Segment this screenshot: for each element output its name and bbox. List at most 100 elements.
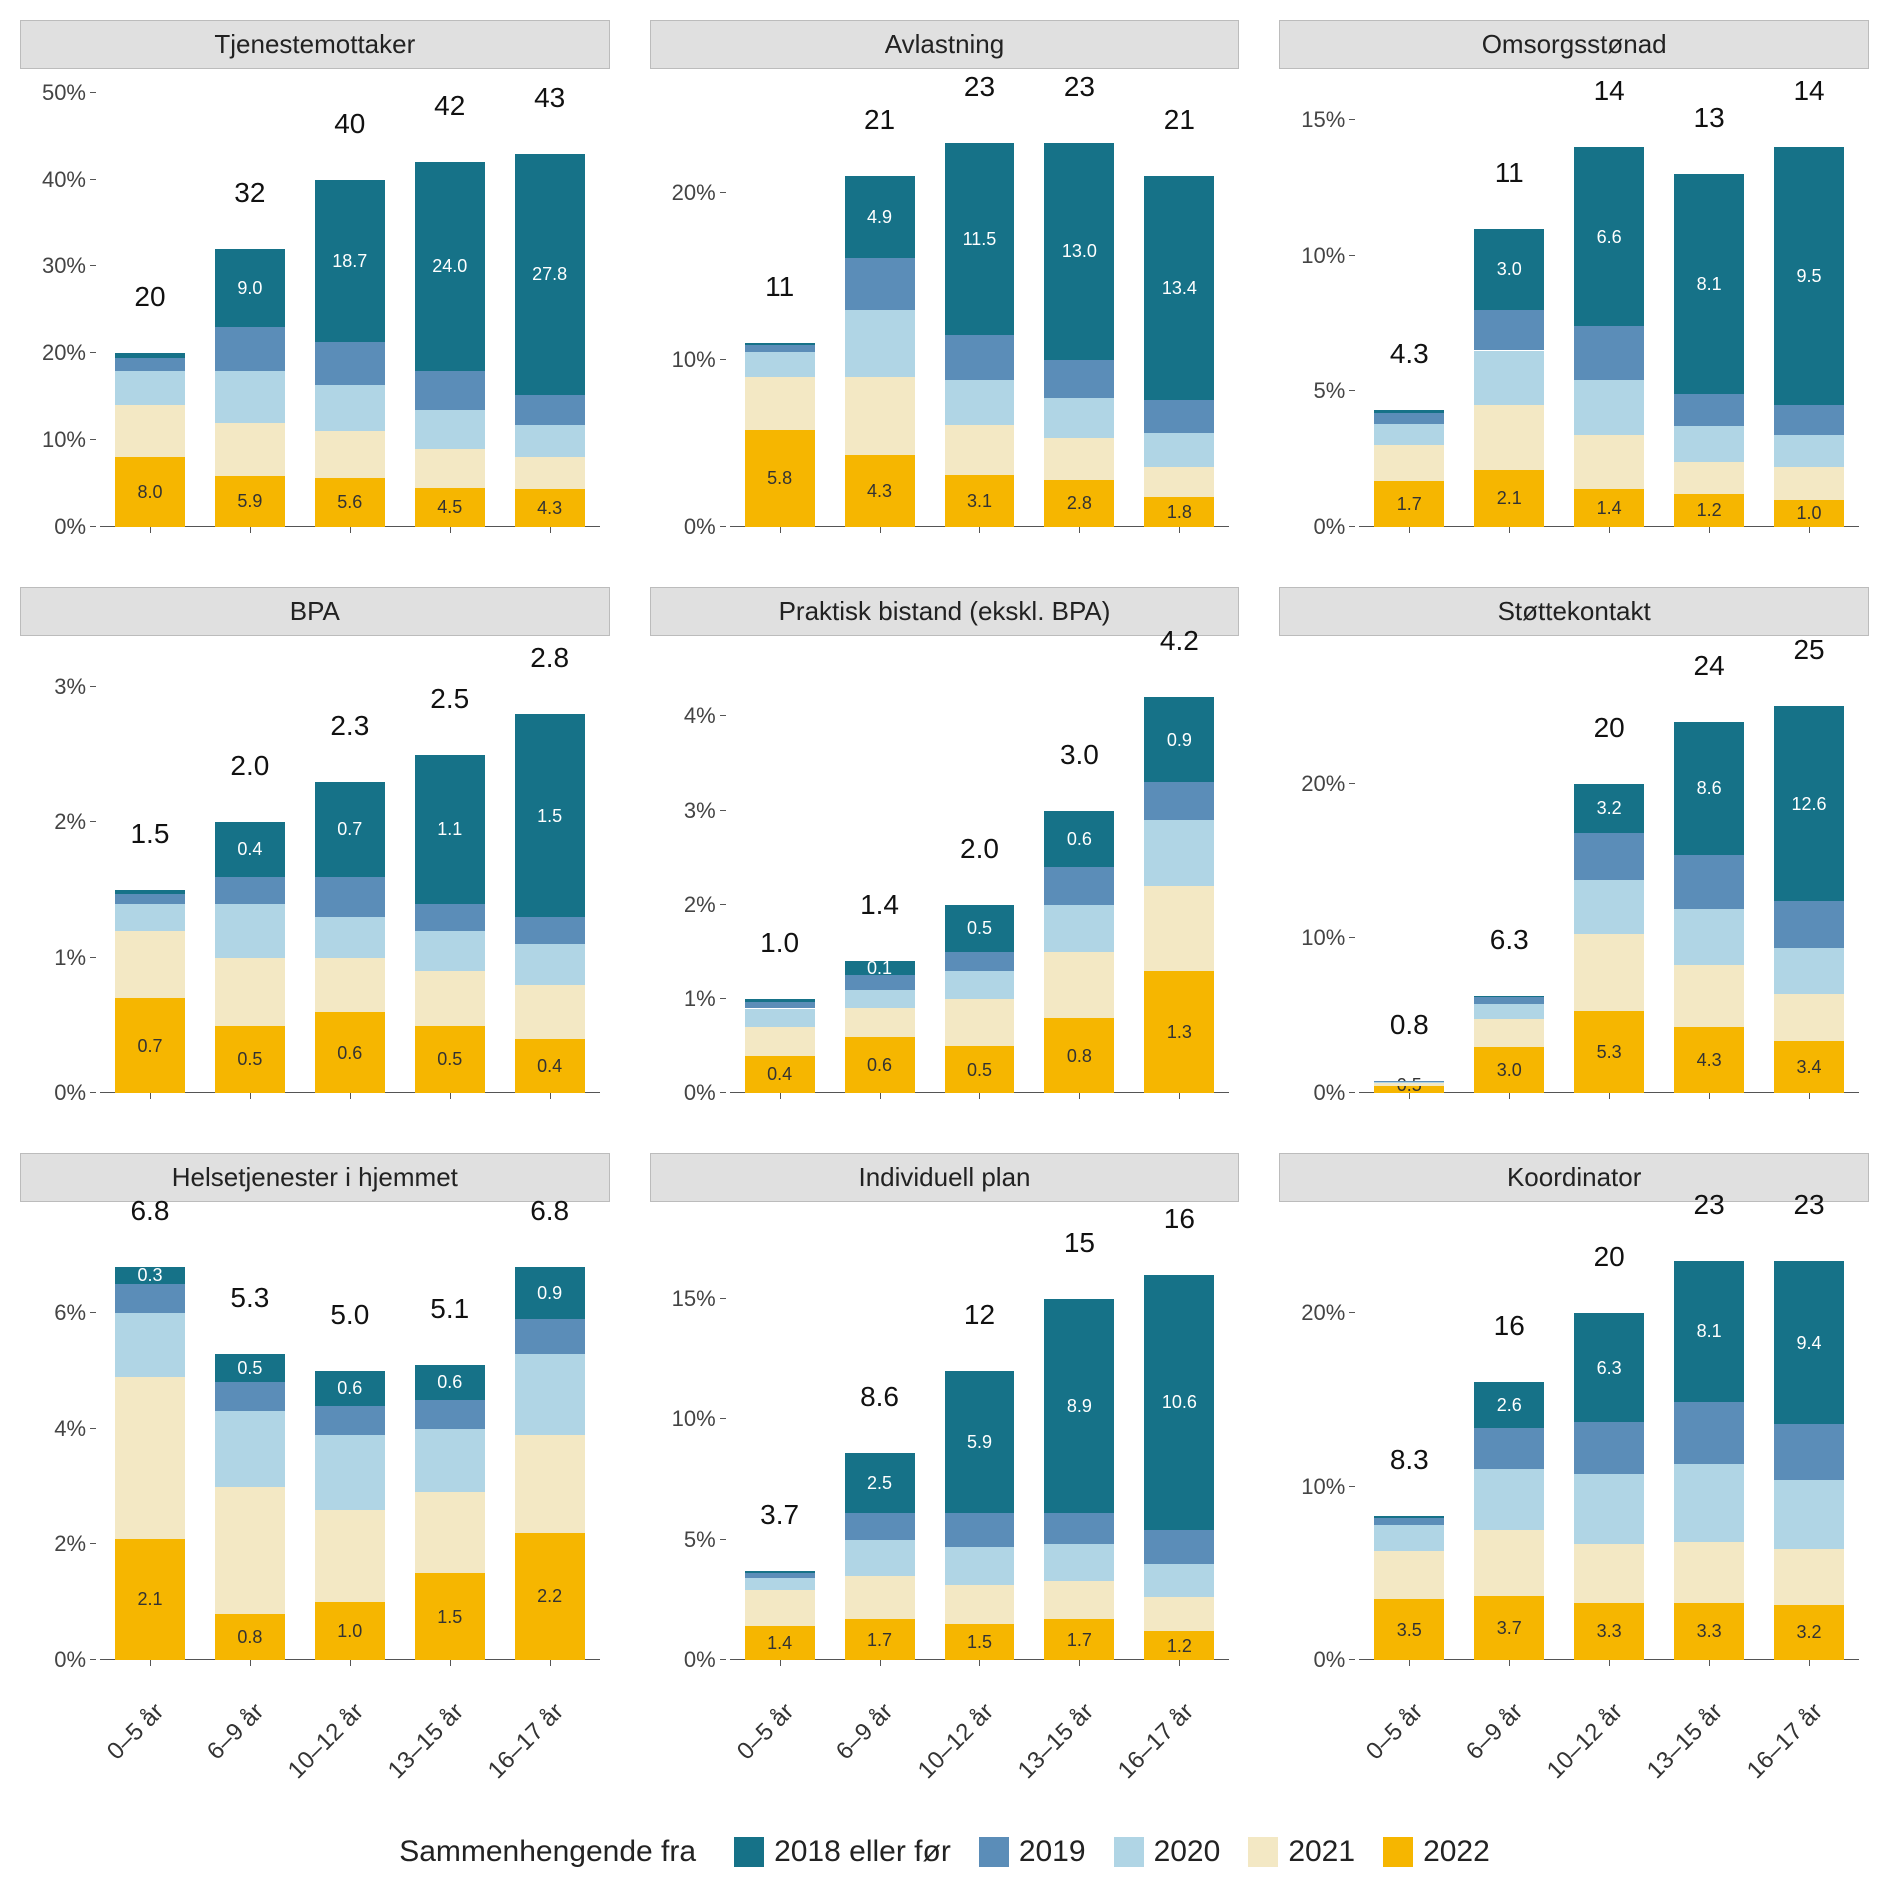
bar-segment bbox=[415, 1429, 485, 1493]
bar-segment bbox=[845, 1037, 915, 1094]
panel: Koordinator0%10%20%3.58.33.72.6163.36.32… bbox=[1279, 1153, 1869, 1700]
x-tick-mark bbox=[150, 527, 151, 533]
bar-segment bbox=[315, 917, 385, 958]
bar-segment bbox=[1474, 1530, 1544, 1596]
bar-segment bbox=[1474, 1004, 1544, 1019]
bar-segment bbox=[515, 1354, 585, 1435]
bar-segment bbox=[1144, 782, 1214, 820]
x-tick-mark bbox=[250, 1660, 251, 1666]
bar-segment bbox=[1474, 229, 1544, 310]
bar-group: 0.50.42.0 bbox=[215, 660, 285, 1094]
bar-segment bbox=[1044, 1299, 1114, 1513]
bar-segment bbox=[745, 352, 815, 377]
bar-segment bbox=[215, 958, 285, 1026]
bar-segment bbox=[1474, 1428, 1544, 1470]
bar-group: 1.78.915 bbox=[1044, 1226, 1114, 1660]
bar-group: 3.06.3 bbox=[1474, 660, 1544, 1094]
bar-segment bbox=[215, 371, 285, 423]
bar-segment bbox=[115, 1284, 185, 1313]
bar-segment bbox=[1674, 1603, 1744, 1660]
bar-group: 0.80.55.3 bbox=[215, 1226, 285, 1660]
bar-segment bbox=[1774, 1424, 1844, 1480]
panel: Avlastning0%10%20%5.8114.34.9213.111.523… bbox=[650, 20, 1240, 567]
bar-segment bbox=[1574, 147, 1644, 326]
bars-viewport: 0.71.50.50.42.00.60.72.30.51.12.50.41.52… bbox=[100, 660, 600, 1094]
x-tick-mark bbox=[350, 1660, 351, 1666]
legend-item: 2022 bbox=[1383, 1835, 1490, 1869]
y-axis: 0%10%20%30%40%50% bbox=[20, 93, 100, 527]
y-tick-label: 4% bbox=[54, 1416, 86, 1442]
legend-swatch bbox=[1383, 1837, 1413, 1867]
y-tick-label: 10% bbox=[1301, 1474, 1345, 1500]
y-tick-mark bbox=[1349, 783, 1355, 784]
bar-group: 4.327.843 bbox=[515, 93, 585, 527]
y-axis: 0%2%4%6% bbox=[20, 1226, 100, 1660]
bar-segment bbox=[1574, 1011, 1644, 1093]
bar-segment bbox=[1774, 948, 1844, 994]
bar-segment bbox=[1574, 880, 1644, 934]
y-tick-mark bbox=[90, 439, 96, 440]
x-tick-mark bbox=[880, 1660, 881, 1666]
x-tick-label: 0–5 år bbox=[102, 1698, 170, 1766]
bar-segment bbox=[515, 1039, 585, 1093]
bar-segment bbox=[1674, 1027, 1744, 1094]
bar-segment bbox=[1574, 1544, 1644, 1603]
plot-area: 0%5%10%15%1.43.71.72.58.61.55.9121.78.91… bbox=[650, 1206, 1240, 1700]
bar-segment bbox=[515, 944, 585, 985]
y-tick-label: 4% bbox=[684, 703, 716, 729]
bar-segment bbox=[415, 1400, 485, 1429]
bar-segment bbox=[215, 904, 285, 958]
bar-segment bbox=[1144, 467, 1214, 497]
bar-segment bbox=[515, 1533, 585, 1660]
x-tick-mark bbox=[1609, 1660, 1610, 1666]
bar-segment bbox=[1574, 934, 1644, 1011]
bar-segment bbox=[1674, 855, 1744, 909]
x-labels-row: 0–5 år6–9 år10–12 år13–15 år16–17 år bbox=[1359, 1688, 1859, 1818]
bar-segment bbox=[1144, 1275, 1214, 1530]
y-tick-label: 20% bbox=[672, 180, 716, 206]
bar-segment bbox=[515, 1435, 585, 1533]
bar-total-label: 12 bbox=[945, 1299, 1015, 1335]
bar-segment bbox=[1374, 1599, 1444, 1660]
x-tick-mark bbox=[250, 527, 251, 533]
bar-segment bbox=[745, 1590, 815, 1626]
bar-segment bbox=[1674, 965, 1744, 1027]
bar-segment bbox=[1044, 398, 1114, 438]
bar-group: 8.020 bbox=[115, 93, 185, 527]
bar-segment bbox=[115, 358, 185, 371]
bar-group: 0.50.52.0 bbox=[945, 660, 1015, 1094]
y-axis: 0%10%20% bbox=[650, 93, 730, 527]
bar-segment bbox=[1474, 310, 1544, 351]
bar-group: 4.34.921 bbox=[845, 93, 915, 527]
legend-title: Sammenhengende fra bbox=[399, 1835, 696, 1869]
bar-segment bbox=[845, 1540, 915, 1576]
bar-segment bbox=[845, 176, 915, 258]
bar-total-label: 13 bbox=[1674, 102, 1744, 138]
bar-segment bbox=[315, 385, 385, 431]
bar-total-label: 40 bbox=[315, 108, 385, 144]
bar-group: 0.71.5 bbox=[115, 660, 185, 1094]
y-tick-mark bbox=[90, 526, 96, 527]
plot-area: 0%1%2%3%0.71.50.50.42.00.60.72.30.51.12.… bbox=[20, 640, 610, 1134]
bar-group: 0.60.72.3 bbox=[315, 660, 385, 1094]
bar-segment bbox=[1574, 833, 1644, 879]
bar-group: 0.80.63.0 bbox=[1044, 660, 1114, 1094]
bar-segment bbox=[1144, 1597, 1214, 1631]
x-tick-mark bbox=[979, 527, 980, 533]
bar-segment bbox=[945, 1547, 1015, 1586]
bar-total-label: 5.1 bbox=[415, 1293, 485, 1329]
y-tick-mark bbox=[1349, 526, 1355, 527]
bars-viewport: 1.43.71.72.58.61.55.9121.78.9151.210.616 bbox=[730, 1226, 1230, 1660]
bar-total-label: 23 bbox=[1774, 1189, 1844, 1225]
x-tick-mark bbox=[1709, 1660, 1710, 1666]
bar-group: 2.20.96.8 bbox=[515, 1226, 585, 1660]
y-tick-label: 3% bbox=[54, 674, 86, 700]
legend-swatch bbox=[734, 1837, 764, 1867]
bar-segment bbox=[1044, 1619, 1114, 1660]
x-tick-mark bbox=[1079, 527, 1080, 533]
panel-title: BPA bbox=[20, 587, 610, 636]
bar-segment bbox=[1144, 820, 1214, 886]
legend-item: 2018 eller før bbox=[734, 1835, 951, 1869]
x-tick-label: 16–17 år bbox=[1742, 1698, 1829, 1785]
bar-group: 1.09.514 bbox=[1774, 93, 1844, 527]
